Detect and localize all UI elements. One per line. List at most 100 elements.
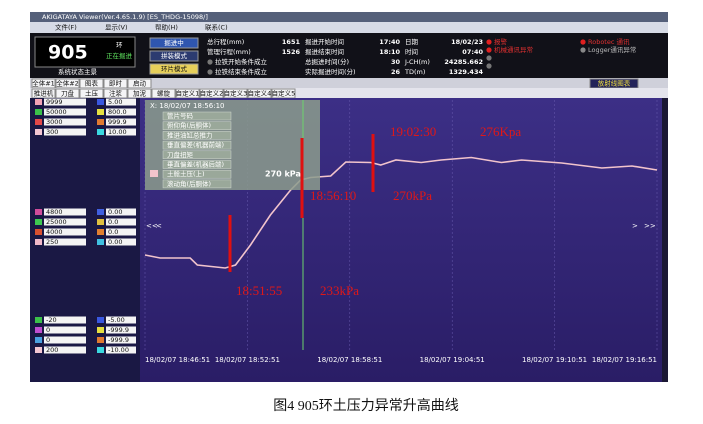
comm-label: Robotec 通讯 (588, 37, 630, 46)
series-swatch (150, 170, 158, 177)
indicator (486, 63, 492, 69)
alarm-label: 报警 (494, 37, 508, 46)
tab-label[interactable]: 注浆 (109, 89, 123, 98)
tab-label[interactable]: 自定义1 (176, 89, 200, 98)
info-label: 拉铁开始条件成立 (215, 57, 268, 66)
cursor-reading: 270 kPa (265, 170, 301, 179)
menu-bar (30, 22, 668, 33)
legend-swatch (35, 239, 42, 245)
legend-field (44, 238, 86, 246)
tab-label[interactable]: 刀盘 (61, 89, 75, 98)
overlay-label: 垂直偏差(机器前端) (167, 140, 224, 149)
tab-label[interactable]: 启动 (133, 79, 147, 88)
info-label: 总行程(mm) (207, 37, 244, 46)
legend-field (106, 208, 136, 216)
nav-button[interactable]: << (146, 222, 158, 230)
tab-label[interactable]: 土压 (85, 89, 99, 98)
cursor-time: X: 18/02/07 18:56:10 (150, 102, 224, 110)
legend-field (106, 218, 136, 226)
overlay-label: 滚动角(后胴体) (167, 179, 211, 188)
mode-label[interactable]: 掘进中 (164, 38, 184, 47)
title-bar (30, 12, 668, 22)
legend-swatch (97, 99, 104, 105)
info-label: TD(m) (404, 68, 425, 76)
mode-label[interactable]: 拼装模式 (161, 51, 188, 60)
legend-value: 4000 (46, 228, 63, 236)
menu-item[interactable]: 文件(F) (55, 23, 77, 32)
nav-button[interactable]: > (632, 222, 638, 230)
legend-swatch (97, 209, 104, 215)
overlay-item (162, 150, 232, 160)
legend-swatch (35, 119, 42, 125)
info-value: 1329.434 (449, 68, 484, 76)
alarm-light (486, 47, 492, 53)
x-tick-label: 18/02/07 19:10:51 (522, 356, 587, 364)
legend-field (44, 326, 86, 334)
mode-label[interactable]: 环片模式 (161, 64, 188, 73)
tab-label[interactable]: 图表 (85, 79, 99, 88)
chart-button-label[interactable]: 放射线图表 (598, 79, 631, 88)
legend-value: 300 (46, 128, 58, 136)
legend-field (106, 238, 136, 246)
mode-button[interactable] (149, 37, 199, 49)
tab-label[interactable]: 全体#1 (32, 79, 55, 88)
tab-label[interactable]: 加泥 (133, 89, 147, 98)
legend-value: -20 (46, 316, 57, 324)
tab-label[interactable]: 螺旋 (157, 89, 171, 98)
legend-field (44, 118, 86, 126)
mode-button[interactable] (149, 50, 199, 62)
tab-label[interactable]: 自定义2 (200, 89, 224, 98)
legend-value: 0.0 (108, 228, 118, 236)
legend-value: 10.00 (108, 128, 127, 136)
x-tick-label: 18/02/07 18:58:51 (317, 356, 382, 364)
legend-swatch (35, 109, 42, 115)
annotation-value: 233kPa (320, 283, 359, 298)
tab-label[interactable]: 全体#2 (56, 79, 79, 88)
nav-button[interactable]: < (156, 222, 162, 230)
info-value: 1651 (282, 38, 301, 46)
menu-item[interactable]: 显示(V) (105, 24, 128, 32)
mode-button[interactable] (149, 63, 199, 75)
overlay-item (162, 169, 232, 179)
info-value: 07:40 (462, 48, 483, 56)
legend-value: 3000 (46, 118, 63, 126)
menu-item[interactable]: 联系(C) (205, 23, 228, 32)
legend-field (106, 228, 136, 236)
legend-value: 250 (46, 238, 58, 246)
legend-swatch (97, 337, 104, 343)
overlay-item (162, 160, 232, 169)
indicator (207, 69, 213, 75)
ring-number: 905 (48, 42, 88, 64)
legend-swatch (35, 99, 42, 105)
legend-value: 9999 (46, 98, 63, 106)
nav-button[interactable]: >> (644, 222, 656, 230)
legend-field (44, 346, 86, 354)
menu-item[interactable]: 帮助(H) (155, 23, 178, 32)
system-state: 系统状态主景 (58, 67, 98, 76)
overlay-item (162, 121, 232, 130)
annotation-time: 18:51:55 (236, 283, 282, 298)
legend-value: 5.00 (108, 98, 122, 106)
legend-value: 0 (46, 326, 50, 334)
comm-light (580, 47, 586, 53)
legend-swatch (97, 347, 104, 353)
info-label: 掘进开始时间 (305, 37, 344, 46)
annotation-time: 18:56:10 (310, 188, 356, 203)
tab-label[interactable]: 自定义4 (248, 89, 272, 98)
legend-value: 0.0 (108, 218, 118, 226)
tab-label[interactable]: 推进机 (34, 89, 54, 98)
x-tick-label: 18/02/07 19:04:51 (420, 356, 485, 364)
legend-swatch (35, 327, 42, 333)
info-label: 日期 (405, 38, 419, 46)
tab-label[interactable]: 即时 (109, 79, 123, 88)
legend-field (106, 346, 136, 354)
overlay-item (162, 111, 232, 121)
tab-label[interactable]: 自定义5 (272, 89, 296, 98)
legend-value: 0 (46, 336, 50, 344)
overlay-label: 俯仰角(后胴体) (167, 121, 211, 130)
tab-label[interactable]: 自定义3 (224, 89, 248, 98)
legend-value: 0.00 (108, 208, 122, 216)
legend-field (44, 98, 86, 106)
legend-field (44, 218, 86, 226)
